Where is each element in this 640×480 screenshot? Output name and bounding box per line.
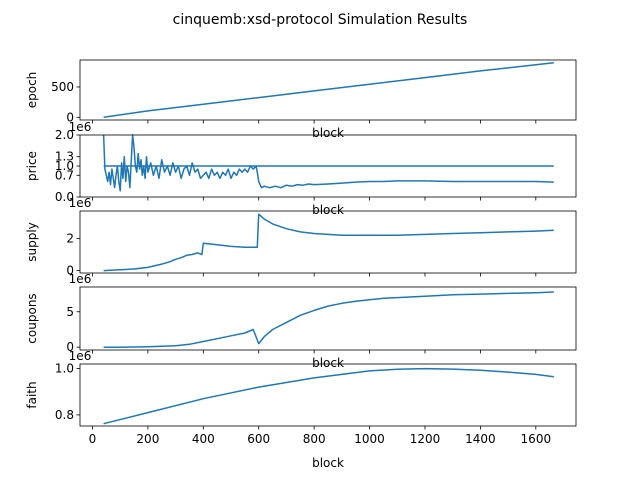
y-axis-label: price — [25, 151, 39, 181]
x-axis-label: block — [312, 126, 344, 140]
offset-text: 1e6 — [69, 349, 92, 363]
y-tick-label: 1.0 — [55, 362, 74, 376]
subplots: 0500epochblock0.00.71.01.32.0priceblock1… — [25, 59, 577, 470]
figure-title: cinquemb:xsd-protocol Simulation Results — [173, 12, 468, 28]
subplot-faith: 0.8 1.0 faith block 1e6 0 200 400 600 800 1000 1200… — [25, 349, 577, 470]
x-axis-label: block — [312, 356, 344, 370]
y-tick-label: 0 — [66, 264, 74, 278]
y-tick-label: 0.8 — [55, 408, 74, 422]
y-axis-label: faith — [25, 381, 39, 408]
series-line-faith-0 — [103, 367, 554, 425]
y-axis-label: coupons — [25, 293, 39, 343]
x-tick-label: 1400 — [465, 432, 496, 446]
y-tick-label: 2.0 — [55, 128, 74, 142]
y-tick-label: 500 — [51, 80, 74, 94]
y-tick-label: 5 — [66, 305, 74, 319]
x-tick-label: 1000 — [354, 432, 385, 446]
axes-frame-epoch — [79, 59, 577, 121]
x-tick-label: 400 — [192, 432, 215, 446]
axes-frame-faith — [79, 363, 577, 427]
subplot-supply: 0 2 supply 1e6 — [25, 196, 577, 278]
series-line-price-1 — [102, 134, 554, 192]
axes-frame-coupons — [79, 286, 577, 351]
y-axis-label: supply — [25, 222, 39, 262]
y-tick-label: 0.7 — [55, 168, 74, 182]
x-axis-label: block — [312, 203, 344, 217]
x-tick-label: 1600 — [521, 432, 552, 446]
y-axis-label: epoch — [25, 72, 39, 109]
offset-text: 1e6 — [69, 120, 92, 134]
series-line-supply-0 — [103, 213, 554, 272]
x-axis-label: block — [312, 456, 344, 470]
y-tick-label: 1.0 — [55, 159, 74, 173]
x-tick-label: 1200 — [410, 432, 441, 446]
offset-text: 1e6 — [69, 272, 92, 286]
series-line-coupons-0 — [103, 291, 554, 348]
subplot-coupons: 0 5 coupons block 1e6 — [25, 272, 577, 370]
x-tick-label: 800 — [303, 432, 326, 446]
y-tick-label: 0.0 — [55, 190, 74, 204]
y-tick-label: 2 — [66, 231, 74, 245]
series-line-epoch-0 — [103, 61, 554, 119]
subplot-price: 0.0 0.71.01.3 2.0 price block 1e6 — [25, 120, 577, 217]
x-tick-label: 200 — [136, 432, 159, 446]
axes-frame-supply — [79, 210, 577, 274]
x-tick-label: 0 — [89, 432, 97, 446]
y-tick-label: 0 — [66, 110, 74, 124]
y-tick-label: 1.3 — [55, 150, 74, 164]
offset-text: 1e6 — [69, 196, 92, 210]
y-tick-label: 0 — [66, 340, 74, 354]
x-tick-label: 600 — [247, 432, 270, 446]
subplot-epoch: 0 500 epoch block — [25, 59, 577, 140]
